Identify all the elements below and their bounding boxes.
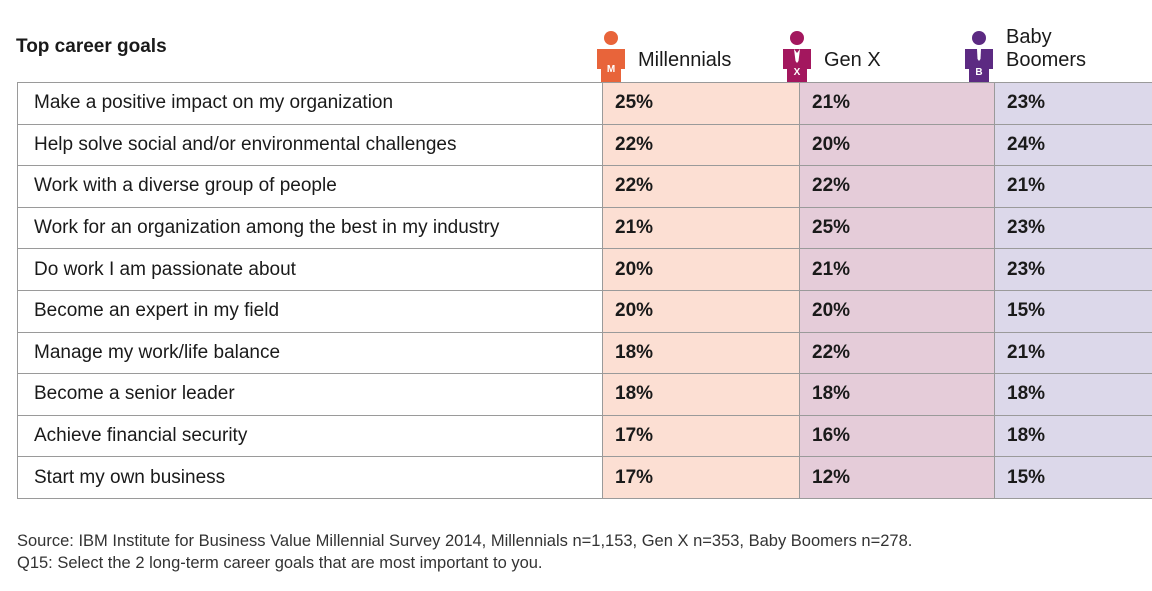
value-cell-genx: 20% xyxy=(799,289,995,333)
table-row: Work for an organization among the best … xyxy=(17,206,1152,250)
table-row: Start my own business 17% 12% 15% xyxy=(17,456,1152,499)
source-text: Source: IBM Institute for Business Value… xyxy=(17,532,913,550)
value-cell-genx: 21% xyxy=(799,82,995,125)
question-text: Q15: Select the 2 long-term career goals… xyxy=(17,554,543,572)
value-cell-boomers: 23% xyxy=(994,82,1152,125)
icon-letter: B xyxy=(975,67,982,78)
value-cell-boomers: 15% xyxy=(994,289,1152,333)
table-row: Achieve financial security 17% 16% 18% xyxy=(17,414,1152,458)
person-icon: X xyxy=(783,31,811,82)
value-cell-millennials: 25% xyxy=(602,82,800,125)
value-cell-millennials: 21% xyxy=(602,206,800,250)
icon-letter: X xyxy=(794,67,801,78)
column-header-genx: X Gen X xyxy=(780,18,881,82)
column-label-line: Boomers xyxy=(1006,49,1087,71)
table-row: Work with a diverse group of people 22% 22… xyxy=(17,165,1152,208)
chart-title: Top career goals xyxy=(16,36,167,57)
value-cell-genx: 22% xyxy=(799,331,995,375)
value-cell-boomers: 18% xyxy=(994,373,1152,416)
value-cell-genx: 20% xyxy=(799,123,995,167)
goal-label: Become a senior leader xyxy=(17,373,603,416)
goal-label: Become an expert in my field xyxy=(17,289,603,333)
value-cell-boomers: 18% xyxy=(994,414,1152,458)
column-label-line: Baby xyxy=(1006,26,1052,48)
column-label: Millennials xyxy=(638,49,732,71)
value-cell-millennials: 18% xyxy=(602,331,800,375)
column-label: Baby Boomers xyxy=(1006,26,1086,82)
column-header-baby-boomers: B Baby Boomers xyxy=(962,18,1086,82)
table-row: Become an expert in my field 20% 20% 15% xyxy=(17,289,1152,333)
value-cell-millennials: 18% xyxy=(602,373,800,416)
value-cell-millennials: 17% xyxy=(602,414,800,458)
table-row: Do work I am passionate about 20% 21% 23% xyxy=(17,248,1152,291)
icon-letter: M xyxy=(607,64,615,75)
goal-label: Start my own business xyxy=(17,456,603,499)
column-label: Gen X xyxy=(824,49,881,71)
goal-label: Make a positive impact on my organizatio… xyxy=(17,82,603,125)
goal-label: Do work I am passionate about xyxy=(17,248,603,291)
value-cell-genx: 22% xyxy=(799,165,995,208)
value-cell-genx: 12% xyxy=(799,456,995,499)
value-cell-genx: 21% xyxy=(799,248,995,291)
value-cell-millennials: 22% xyxy=(602,123,800,167)
goal-label: Work for an organization among the best … xyxy=(17,206,603,250)
value-cell-boomers: 24% xyxy=(994,123,1152,167)
value-cell-genx: 16% xyxy=(799,414,995,458)
person-icon: M xyxy=(597,31,625,82)
value-cell-genx: 25% xyxy=(799,206,995,250)
career-goals-table: Make a positive impact on my organizatio… xyxy=(17,82,1152,499)
table-row: Help solve social and/or environmental c… xyxy=(17,123,1152,167)
column-header-millennials: M Millennials xyxy=(594,18,731,82)
goal-label: Manage my work/life balance xyxy=(17,331,603,375)
table-row: Manage my work/life balance 18% 22% 21% xyxy=(17,331,1152,375)
value-cell-millennials: 20% xyxy=(602,289,800,333)
person-icon: B xyxy=(965,31,993,82)
value-cell-boomers: 23% xyxy=(994,206,1152,250)
table-body: Make a positive impact on my organizatio… xyxy=(17,82,1152,499)
value-cell-millennials: 17% xyxy=(602,456,800,499)
value-cell-boomers: 15% xyxy=(994,456,1152,499)
table-row: Make a positive impact on my organizatio… xyxy=(17,82,1152,125)
value-cell-boomers: 23% xyxy=(994,248,1152,291)
goal-label: Help solve social and/or environmental c… xyxy=(17,123,603,167)
goal-label: Achieve financial security xyxy=(17,414,603,458)
value-cell-boomers: 21% xyxy=(994,165,1152,208)
value-cell-millennials: 22% xyxy=(602,165,800,208)
table-row: Become a senior leader 18% 18% 18% xyxy=(17,373,1152,416)
goal-label: Work with a diverse group of people xyxy=(17,165,603,208)
source-note: Source: IBM Institute for Business Value… xyxy=(17,530,912,574)
value-cell-millennials: 20% xyxy=(602,248,800,291)
value-cell-genx: 18% xyxy=(799,373,995,416)
value-cell-boomers: 21% xyxy=(994,331,1152,375)
